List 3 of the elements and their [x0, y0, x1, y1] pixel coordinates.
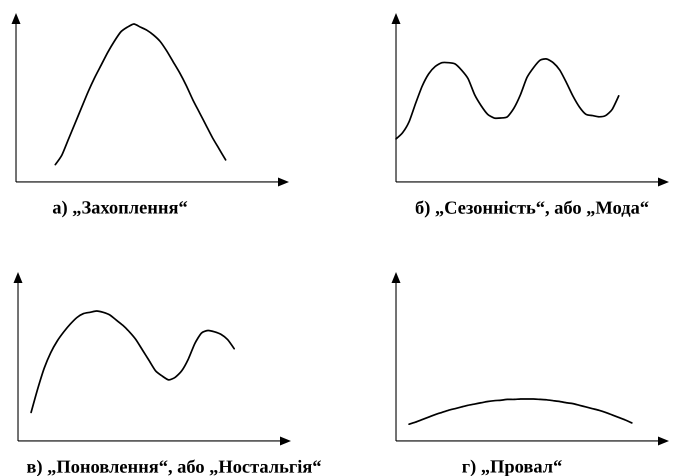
text: г) „Провал“	[462, 460, 562, 476]
text: б) „Сезонність“, або „Мода“	[416, 200, 648, 218]
text: а) „Захоплення“	[52, 200, 188, 218]
